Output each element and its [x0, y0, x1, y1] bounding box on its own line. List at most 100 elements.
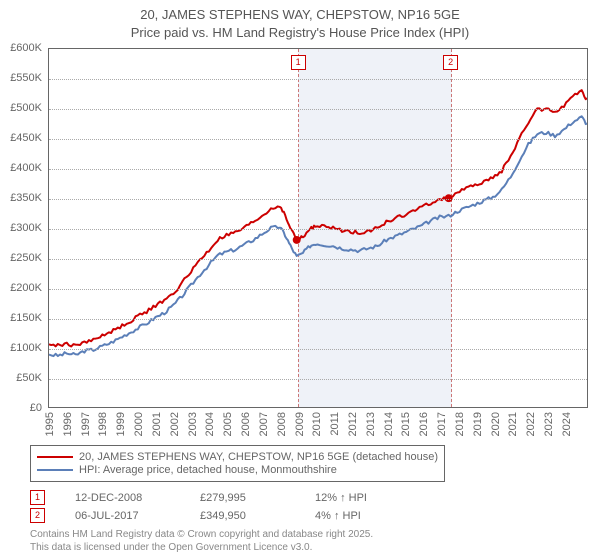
x-tick [192, 407, 193, 408]
x-axis-label: 2017 [436, 412, 448, 436]
x-axis-label: 2006 [240, 412, 252, 436]
x-axis-label: 1999 [115, 412, 127, 436]
x-axis-label: 2009 [294, 412, 306, 436]
x-axis-label: 1995 [44, 412, 56, 436]
footer-text: Contains HM Land Registry data © Crown c… [30, 529, 588, 554]
x-axis-label: 2004 [204, 412, 216, 436]
legend-label: 20, JAMES STEPHENS WAY, CHEPSTOW, NP16 5… [79, 451, 438, 463]
x-tick [102, 407, 103, 408]
chart-container: 20, JAMES STEPHENS WAY, CHEPSTOW, NP16 5… [0, 0, 600, 560]
event-dot-1 [293, 236, 301, 244]
x-tick [316, 407, 317, 408]
x-axis-label: 2011 [329, 412, 341, 436]
legend-swatch [37, 456, 73, 458]
x-tick [281, 407, 282, 408]
x-tick [245, 407, 246, 408]
x-axis-label: 2023 [543, 412, 555, 436]
x-tick [138, 407, 139, 408]
line-layer [49, 49, 587, 407]
x-axis-label: 2018 [454, 412, 466, 436]
y-axis-label: £400K [10, 162, 42, 174]
title-line2: Price paid vs. HM Land Registry's House … [0, 24, 600, 42]
legend-row: 20, JAMES STEPHENS WAY, CHEPSTOW, NP16 5… [37, 451, 438, 463]
x-tick [441, 407, 442, 408]
gridline [49, 169, 587, 170]
x-axis-label: 2002 [169, 412, 181, 436]
y-axis-label: £150K [10, 312, 42, 324]
x-axis-label: 2015 [400, 412, 412, 436]
event-price: £349,950 [200, 510, 285, 522]
x-axis-label: 2020 [490, 412, 502, 436]
y-axis-label: £50K [16, 372, 42, 384]
series-hpi [49, 116, 587, 356]
gridline [49, 229, 587, 230]
x-tick [459, 407, 460, 408]
gridline [49, 259, 587, 260]
y-axis-label: £200K [10, 282, 42, 294]
x-tick [156, 407, 157, 408]
x-tick [227, 407, 228, 408]
event-price: £279,995 [200, 492, 285, 504]
event-date: 12-DEC-2008 [75, 492, 170, 504]
x-tick [174, 407, 175, 408]
y-axis-label: £600K [10, 42, 42, 54]
gridline [49, 319, 587, 320]
x-axis-label: 2000 [133, 412, 145, 436]
x-axis-label: 2021 [507, 412, 519, 436]
x-axis-label: 2014 [383, 412, 395, 436]
x-axis-label: 1997 [80, 412, 92, 436]
y-axis-label: £0 [30, 402, 42, 414]
x-axis-label: 2005 [222, 412, 234, 436]
x-tick [352, 407, 353, 408]
event-marker-2: 2 [443, 55, 458, 70]
y-axis-label: £250K [10, 252, 42, 264]
series-price_paid [49, 90, 587, 346]
x-tick [477, 407, 478, 408]
x-axis-label: 2001 [151, 412, 163, 436]
event-pct: 12% ↑ HPI [315, 492, 405, 504]
y-axis-label: £450K [10, 132, 42, 144]
x-tick [495, 407, 496, 408]
legend-row: HPI: Average price, detached house, Monm… [37, 464, 438, 476]
x-axis-label: 2024 [561, 412, 573, 436]
gridline [49, 349, 587, 350]
x-tick [370, 407, 371, 408]
x-tick [566, 407, 567, 408]
footer-line1: Contains HM Land Registry data © Crown c… [30, 529, 588, 542]
x-axis-label: 2022 [525, 412, 537, 436]
x-tick [512, 407, 513, 408]
gridline [49, 139, 587, 140]
x-tick [530, 407, 531, 408]
x-axis-label: 2019 [472, 412, 484, 436]
y-axis-label: £500K [10, 102, 42, 114]
y-axis-label: £550K [10, 72, 42, 84]
legend-box: 20, JAMES STEPHENS WAY, CHEPSTOW, NP16 5… [30, 445, 445, 482]
gridline [49, 199, 587, 200]
x-tick [299, 407, 300, 408]
event-id-box: 1 [30, 490, 45, 505]
gridline [49, 289, 587, 290]
x-axis-label: 2012 [347, 412, 359, 436]
event-row: 1 12-DEC-2008 £279,995 12% ↑ HPI [30, 490, 588, 505]
x-axis-label: 2016 [418, 412, 430, 436]
x-axis-label: 1998 [97, 412, 109, 436]
x-tick [405, 407, 406, 408]
title-line1: 20, JAMES STEPHENS WAY, CHEPSTOW, NP16 5… [0, 6, 600, 24]
legend-swatch [37, 469, 73, 471]
events-block: 112-DEC-2008£279,99512% ↑ HPI206-JUL-201… [30, 490, 588, 523]
event-marker-1: 1 [291, 55, 306, 70]
gridline [49, 379, 587, 380]
x-tick [49, 407, 50, 408]
x-tick [334, 407, 335, 408]
x-tick [548, 407, 549, 408]
x-tick [423, 407, 424, 408]
x-axis-label: 2008 [276, 412, 288, 436]
y-axis-label: £300K [10, 222, 42, 234]
x-axis-label: 2003 [187, 412, 199, 436]
x-tick [209, 407, 210, 408]
event-row: 206-JUL-2017£349,9504% ↑ HPI [30, 508, 588, 523]
x-tick [67, 407, 68, 408]
y-axis-label: £100K [10, 342, 42, 354]
gridline [49, 109, 587, 110]
event-pct: 4% ↑ HPI [315, 510, 405, 522]
